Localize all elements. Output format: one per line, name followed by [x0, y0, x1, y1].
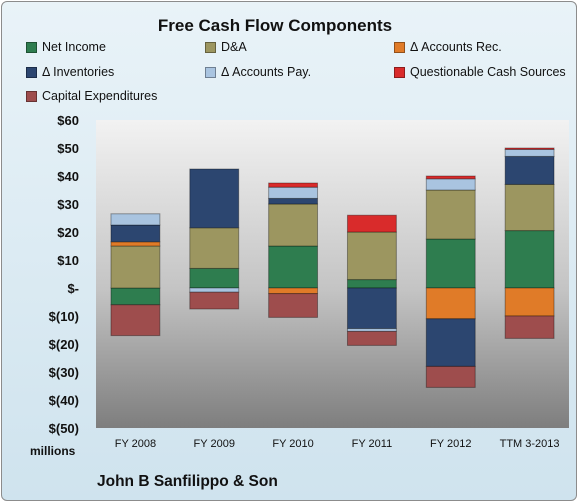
bar-segment [425, 175, 476, 180]
y-tick-label: $20 [57, 225, 79, 240]
bar-segment [425, 178, 476, 191]
x-tick-label: FY 2012 [430, 438, 471, 450]
legend-item-net-income: Net Income [26, 39, 106, 55]
y-axis-unit-label: millions [30, 444, 76, 458]
x-tick-label: FY 2010 [272, 438, 313, 450]
legend-swatch [26, 66, 37, 78]
bar-segment [425, 365, 476, 388]
bar-segment [504, 230, 555, 289]
y-tick-label: $(20) [49, 337, 79, 352]
y-tick-label: $10 [57, 253, 79, 268]
legend-swatch [205, 41, 216, 53]
x-tick-label: FY 2011 [352, 438, 393, 450]
legend-swatch [26, 41, 37, 53]
legend-item-da: D&A [205, 39, 247, 55]
bar-segment [110, 287, 161, 306]
y-tick-label: $(10) [49, 309, 79, 324]
y-tick-label: $50 [57, 141, 79, 156]
legend-label: Net Income [42, 40, 106, 54]
legend-item-inventories: Δ Inventories [26, 64, 114, 80]
legend-label: Δ Inventories [42, 65, 115, 79]
legend-item-questionable: Questionable Cash Sources [394, 64, 566, 80]
bar-segment [504, 287, 555, 317]
bar-segment [268, 203, 319, 247]
bar-segment [425, 287, 476, 320]
bar-segment [504, 155, 555, 185]
bar-segment [346, 287, 397, 330]
bar-segment [268, 293, 319, 318]
bar-segment [189, 287, 240, 293]
legend-label: Δ Accounts Rec. [410, 40, 502, 54]
x-tick-label: FY 2008 [115, 438, 156, 450]
bar-segment [268, 197, 319, 205]
legend-label: Capital Expenditures [42, 89, 158, 103]
bar-segment [504, 148, 555, 157]
y-tick-label: $60 [57, 113, 79, 128]
bar-segment [346, 214, 397, 233]
legend-swatch [394, 41, 405, 53]
legend-swatch [394, 66, 405, 78]
bar-segment [268, 182, 319, 188]
x-tick-label: FY 2009 [194, 438, 235, 450]
legend-swatch [205, 66, 216, 78]
legend-swatch [26, 90, 37, 102]
bar-segment [189, 227, 240, 269]
legend-label: D&A [221, 40, 247, 54]
legend-label: Questionable Cash Sources [410, 65, 566, 79]
company-name: John B Sanfilippo & Son [97, 473, 278, 490]
bar-segment [504, 147, 555, 150]
bar-segment [268, 287, 319, 295]
x-tick-label: TTM 3-2013 [500, 438, 560, 450]
bar-segment [425, 238, 476, 289]
bar-segment [110, 224, 161, 243]
bar-segment [110, 245, 161, 289]
bar-segment [346, 279, 397, 289]
bar-segment [268, 245, 319, 289]
bar-segment [110, 241, 161, 247]
chart-title: Free Cash Flow Components [157, 16, 393, 35]
bar-segment [425, 189, 476, 240]
legend-item-accounts-pay: Δ Accounts Pay. [205, 64, 311, 80]
y-tick-label: $30 [57, 197, 79, 212]
bar-segment [425, 318, 476, 367]
bar-segment [504, 183, 555, 232]
bar-segment [189, 168, 240, 229]
bar-segment [346, 330, 397, 346]
y-tick-label: $(40) [49, 393, 79, 408]
legend-label: Δ Accounts Pay. [221, 65, 312, 79]
y-tick-label: $40 [57, 169, 79, 184]
bar-segment [504, 315, 555, 339]
bar-segment [189, 291, 240, 310]
bar-segment [110, 304, 161, 337]
bar-segment [189, 267, 240, 289]
legend-item-accounts-rec: Δ Accounts Rec. [394, 39, 502, 55]
y-tick-label: $(30) [49, 365, 79, 380]
y-tick-label: $- [67, 281, 79, 296]
legend-item-capex: Capital Expenditures [26, 88, 157, 104]
bar-segment [346, 231, 397, 281]
bar-segment [110, 213, 161, 226]
plot-area [96, 120, 569, 428]
y-tick-label: $(50) [49, 421, 79, 436]
bar-segment [268, 186, 319, 199]
